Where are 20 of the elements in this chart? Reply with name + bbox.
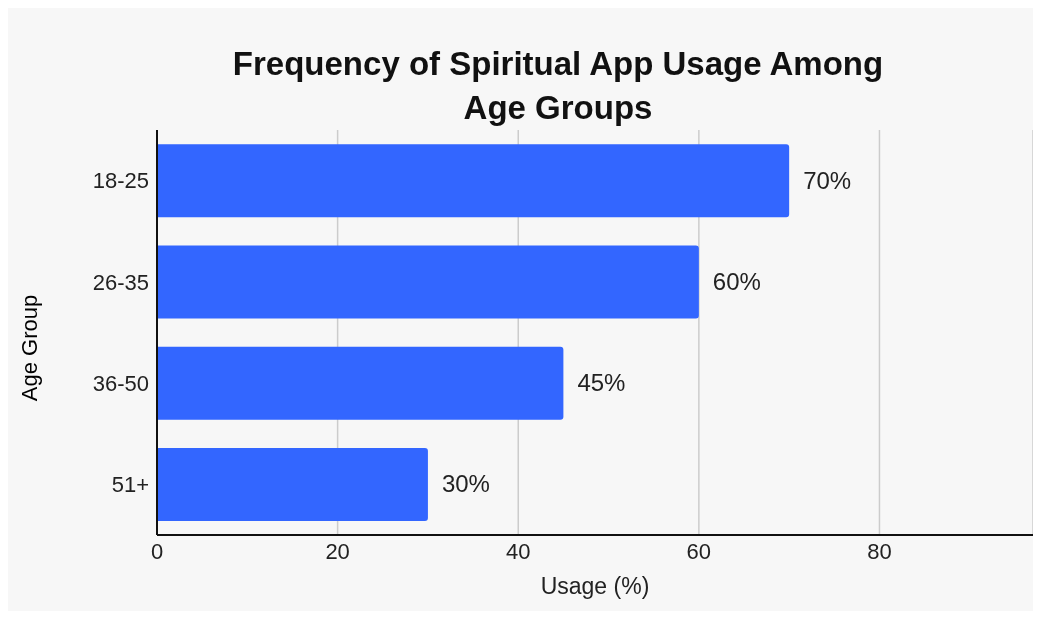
data-label: 45% bbox=[577, 369, 626, 397]
x-axis-title: Usage (%) bbox=[539, 573, 651, 600]
data-label: 60% bbox=[712, 267, 761, 295]
y-tick-label: 51+ bbox=[111, 472, 149, 498]
data-label: 30% bbox=[441, 470, 490, 498]
x-tick-label: 20 bbox=[325, 538, 350, 564]
y-axis-title: Age Group bbox=[17, 294, 43, 402]
y-tick-label: 26-35 bbox=[92, 269, 149, 295]
x-tick-label: 60 bbox=[686, 538, 712, 564]
x-tick-label: 80 bbox=[867, 538, 892, 564]
x-tick-label: 0 bbox=[150, 538, 164, 564]
bar bbox=[157, 447, 428, 521]
bar bbox=[157, 346, 564, 420]
x-tick-label: 40 bbox=[505, 538, 531, 564]
y-tick-label: 36-50 bbox=[92, 370, 149, 396]
chart-title: Frequency of Spiritual App Usage Among Age Groups bbox=[231, 44, 885, 128]
bar bbox=[157, 144, 790, 218]
data-label: 70% bbox=[803, 166, 852, 194]
y-tick-label: 18-25 bbox=[92, 168, 149, 194]
bar bbox=[157, 245, 699, 319]
